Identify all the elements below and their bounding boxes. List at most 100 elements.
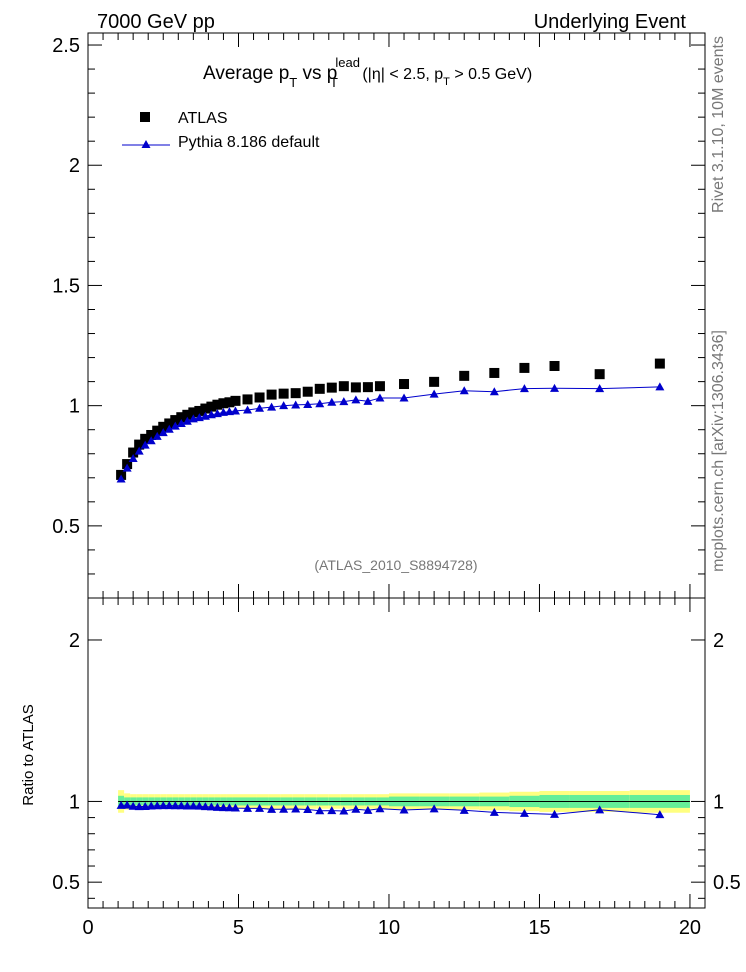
pythia-point — [459, 386, 469, 395]
ratio-pythia-point — [212, 802, 222, 811]
pythia-point — [176, 418, 186, 427]
x-tick-label: 0 — [82, 917, 93, 939]
ratio-pythia-point — [489, 807, 499, 816]
ratio-pythia-point — [267, 804, 277, 813]
atlas-point — [654, 358, 665, 369]
ratio-pythia-point — [303, 805, 313, 814]
pythia-line — [120, 386, 660, 480]
ratio-pythia-point — [230, 803, 240, 812]
ratio-y-tick-label-right: 1 — [713, 791, 724, 813]
ratio-pythia-point — [255, 803, 265, 812]
pythia-point — [164, 424, 174, 433]
ratio-pythia-point — [291, 804, 301, 813]
ratio-pythia-point — [182, 801, 192, 810]
atlas-point — [326, 382, 337, 393]
x-tick-labels: 0 5 10 15 20 — [82, 917, 701, 939]
ratio-y-tick-label-left: 1 — [69, 791, 80, 813]
legend: ATLAS Pythia 8.186 default — [122, 110, 320, 151]
chart-title: Average pT vs plead T (|η| < 2.5, pT > 0.… — [203, 55, 532, 90]
header-left: 7000 GeV pp — [97, 11, 215, 33]
atlas-point — [362, 382, 373, 393]
ratio-pythia-point — [128, 801, 138, 810]
ratio-pythia-point — [170, 801, 180, 810]
ratio-pythia-point — [122, 800, 132, 809]
ratio-axis-ticks — [87, 598, 705, 908]
y-tick-label: 1 — [69, 396, 80, 418]
x-tick-label: 20 — [679, 917, 701, 939]
ratio-pythia-point — [459, 805, 469, 814]
atlas-point — [140, 433, 151, 444]
atlas-point — [350, 382, 361, 393]
atlas-point — [374, 381, 385, 392]
legend-pythia-label: Pythia 8.186 default — [178, 134, 320, 151]
pythia-point — [134, 446, 144, 455]
atlas-point — [489, 367, 500, 378]
atlas-point — [182, 409, 193, 420]
ratio-pythia-point — [550, 809, 560, 818]
x-tick-label: 5 — [233, 917, 244, 939]
pythia-point — [315, 399, 325, 408]
ratio-pythia-point — [152, 801, 162, 810]
atlas-point — [134, 439, 145, 450]
ratio-pythia-point — [140, 801, 150, 810]
legend-pythia-marker — [141, 140, 151, 148]
pythia-point — [489, 387, 499, 396]
atlas-point — [176, 412, 187, 423]
pythia-point — [363, 396, 373, 405]
atlas-point — [206, 401, 217, 412]
ratio-plot-marks — [116, 800, 665, 819]
atlas-point — [170, 415, 181, 426]
atlas-point — [549, 360, 560, 371]
pythia-point — [170, 421, 180, 430]
atlas-point — [212, 399, 223, 410]
pythia-point — [375, 393, 385, 402]
ratio-y-tick-labels: 0.5 0.5 1 1 2 2 — [52, 630, 741, 894]
atlas-point — [128, 447, 139, 458]
legend-atlas-marker — [140, 112, 150, 122]
atlas-point — [266, 389, 277, 400]
ratio-pythia-point — [243, 803, 253, 812]
ratio-pythia-point — [429, 804, 439, 813]
pythia-point — [351, 395, 361, 404]
pythia-point — [158, 428, 168, 437]
header-right: Underlying Event — [534, 11, 687, 33]
ratio-pythia-point — [176, 801, 186, 810]
ratio-pythia-point — [655, 810, 665, 819]
ratio-pythia-point — [200, 802, 210, 811]
ratio-pythia-point — [134, 802, 144, 811]
pythia-point — [140, 440, 150, 449]
main-y-tick-labels: 0.5 1 1.5 2 2.5 — [52, 35, 80, 538]
legend-atlas-label: ATLAS — [178, 110, 228, 127]
ratio-pythia-point — [339, 806, 349, 815]
ratio-pythia-point — [595, 805, 605, 814]
ratio-y-axis-label: Ratio to ATLAS — [20, 704, 37, 805]
atlas-point — [146, 429, 157, 440]
ratio-pythia-point — [194, 801, 204, 810]
pythia-point — [279, 401, 289, 410]
analysis-watermark: (ATLAS_2010_S8894728) — [314, 557, 477, 573]
ratio-pythia-point — [375, 804, 385, 813]
ratio-pythia-point — [519, 808, 529, 817]
pythia-point — [243, 405, 253, 414]
atlas-point — [218, 398, 229, 409]
y-tick-label: 2.5 — [52, 35, 80, 57]
pythia-point — [230, 406, 240, 415]
atlas-point — [594, 369, 605, 380]
x-tick-label: 10 — [378, 917, 400, 939]
main-axis-ticks — [87, 33, 705, 599]
pythia-point — [655, 382, 665, 391]
pythia-point — [122, 463, 132, 472]
ratio-frame — [87, 597, 706, 909]
mcplots-label: mcplots.cern.ch [arXiv:1306.3436] — [710, 330, 727, 572]
atlas-point — [224, 397, 235, 408]
atlas-point — [314, 383, 325, 394]
atlas-point — [399, 379, 410, 390]
atlas-point — [519, 362, 530, 373]
ratio-pythia-point — [116, 800, 126, 809]
atlas-point — [164, 418, 175, 429]
pythia-point — [291, 400, 301, 409]
ratio-pythia-point — [279, 804, 289, 813]
pythia-point — [595, 384, 605, 393]
pythia-point — [519, 384, 529, 393]
ratio-pythia-point — [188, 801, 198, 810]
